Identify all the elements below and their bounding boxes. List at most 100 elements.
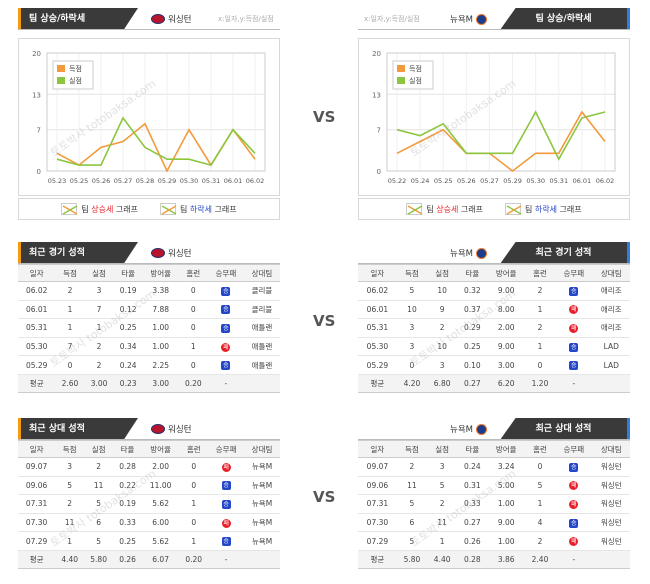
left-h2h-tab[interactable]: 최근 상대 성적 — [18, 418, 138, 440]
table-cell: 2 — [524, 318, 556, 338]
table-cell: 0.22 — [113, 476, 143, 496]
table-row: 05.30 3 10 0.25 9.00 1 승 LAD — [358, 337, 630, 357]
y-tick-label: 7 — [377, 127, 381, 135]
column-header: 일자 — [18, 264, 56, 282]
table-cell: 5 — [396, 531, 428, 551]
table-cell: 0.19 — [113, 281, 143, 301]
right-recent-tab[interactable]: 최근 경기 성적 — [500, 242, 630, 264]
table-cell: 애리조 — [592, 318, 630, 338]
left-legend: 팀 상승세 그래프 팀 하락세 그래프 — [18, 198, 280, 220]
downtrend-swatch-icon — [160, 203, 177, 215]
table-cell: 10 — [396, 300, 428, 320]
result-cell: 패 — [208, 513, 245, 533]
right-h2h-team: 뉴욕M — [450, 423, 487, 435]
x-tick-label: 05.29 — [503, 177, 522, 185]
result-cell: 승 — [207, 355, 244, 375]
table-cell: 0 — [178, 300, 208, 320]
column-header: 타율 — [113, 440, 143, 458]
table-cell: 뉴욕M — [244, 476, 280, 496]
result-badge-icon: 패 — [569, 323, 579, 333]
average-cell: 4.40 — [55, 550, 85, 569]
column-header: 득점 — [55, 440, 85, 458]
legend-label: 득점 — [69, 65, 82, 73]
right-trend-chart: 0 7 13 20 05.22 05.24 05.25 05.26 05.27 05.29 05.3… — [358, 38, 630, 196]
table-cell: 뉴욕M — [244, 494, 280, 514]
table-cell: 워싱턴 — [592, 457, 630, 477]
table-cell: 05.31 — [358, 318, 397, 338]
table-cell: 5 — [55, 476, 85, 496]
left-h2h-panel: 최근 상대 성적 워싱턴 일자 득점 실점 타율 방어율 홈런 승무패 상대팀 09.07 3 2 0… — [18, 418, 280, 578]
x-tick-label: 06.01 — [573, 177, 592, 185]
average-cell: 0.20 — [178, 374, 208, 393]
legend-downtrend: 팀 하락세 그래프 — [505, 203, 582, 215]
table-cell: 워싱턴 — [592, 531, 630, 551]
table-cell: 0 — [179, 513, 209, 533]
right-h2h-tab[interactable]: 최근 상대 성적 — [500, 418, 630, 440]
uptrend-swatch-icon — [406, 203, 423, 215]
table-cell: 07.30 — [358, 513, 397, 533]
x-tick-label: 06.02 — [596, 177, 615, 185]
table-row: 09.06 5 11 0.22 11.00 0 승 뉴욕M — [18, 476, 280, 496]
left-trend-team: 워싱턴 — [151, 13, 191, 25]
x-tick-label: 05.23 — [48, 177, 67, 185]
average-cell: 3.00 — [84, 374, 114, 393]
table-row: 09.06 11 5 0.31 5.00 5 패 워싱턴 — [358, 476, 630, 496]
table-cell: 09.07 — [358, 457, 397, 477]
table-cell: 1 — [55, 318, 85, 338]
left-recent-tab[interactable]: 최근 경기 성적 — [18, 242, 138, 264]
average-cell: 평균 — [18, 374, 56, 393]
table-header-row: 일자 득점 실점 타율 방어율 홈런 승무패 상대팀 — [358, 264, 630, 282]
table-cell: 워싱턴 — [592, 513, 630, 533]
average-cell: - — [555, 550, 593, 569]
table-cell: 9.00 — [487, 337, 525, 357]
downtrend-swatch-icon — [505, 203, 522, 215]
vs-label-2: VS — [313, 312, 336, 330]
result-badge-icon: 승 — [221, 499, 231, 509]
table-row: 07.29 5 1 0.26 1.00 2 패 워싱턴 — [358, 531, 630, 551]
table-row: 06.02 5 10 0.32 9.00 2 승 애리조 — [358, 281, 630, 301]
table-cell: 1.00 — [142, 318, 179, 338]
column-header: 실점 — [84, 264, 114, 282]
header-divider — [358, 263, 630, 264]
table-cell: 1 — [84, 318, 114, 338]
table-cell: 3.00 — [487, 355, 525, 375]
x-tick-label: 06.02 — [246, 177, 265, 185]
column-header: 홈런 — [178, 264, 208, 282]
average-cell: 0.28 — [457, 550, 488, 569]
left-trend-panel: 팀 상승/하락세 워싱턴 x:일자,y:득점/실점 0 7 13 20 05.23 05.… — [18, 8, 280, 220]
table-cell: 1.00 — [487, 494, 525, 514]
average-cell: 0.20 — [179, 550, 209, 569]
result-badge-icon: 패 — [569, 499, 579, 509]
average-cell: 평균 — [18, 550, 56, 569]
result-cell: 승 — [555, 281, 593, 301]
table-cell: 5 — [396, 281, 428, 301]
table-cell: 5 — [84, 531, 114, 551]
x-tick-label: 05.26 — [457, 177, 476, 185]
table-cell: 0 — [55, 355, 85, 375]
y-tick-label: 7 — [37, 127, 41, 135]
legend-swatch — [397, 77, 405, 84]
table-cell: 3 — [427, 355, 458, 375]
table-cell: 1.00 — [142, 337, 179, 357]
header-divider — [18, 439, 280, 440]
x-tick-label: 05.28 — [136, 177, 155, 185]
table-cell: 클리블 — [243, 281, 280, 301]
header-divider — [358, 29, 630, 30]
y-tick-label: 0 — [377, 168, 381, 176]
left-trend-tab[interactable]: 팀 상승/하락세 — [18, 8, 138, 30]
table-cell: 2 — [84, 337, 114, 357]
plot-area — [46, 52, 266, 172]
table-cell: 06.02 — [18, 281, 56, 301]
table-cell: 0.24 — [113, 355, 143, 375]
average-cell: 6.07 — [142, 550, 180, 569]
average-cell: 5.80 — [84, 550, 114, 569]
table-cell: 10 — [427, 337, 458, 357]
right-trend-tab[interactable]: 팀 상승/하락세 — [500, 8, 630, 30]
legend-swatch — [397, 65, 405, 72]
column-header: 일자 — [18, 440, 56, 458]
x-tick-label: 05.27 — [480, 177, 499, 185]
column-header: 상대팀 — [243, 264, 280, 282]
result-cell: 패 — [208, 457, 245, 477]
average-cell: 0.26 — [113, 550, 143, 569]
result-cell: 승 — [555, 513, 593, 533]
